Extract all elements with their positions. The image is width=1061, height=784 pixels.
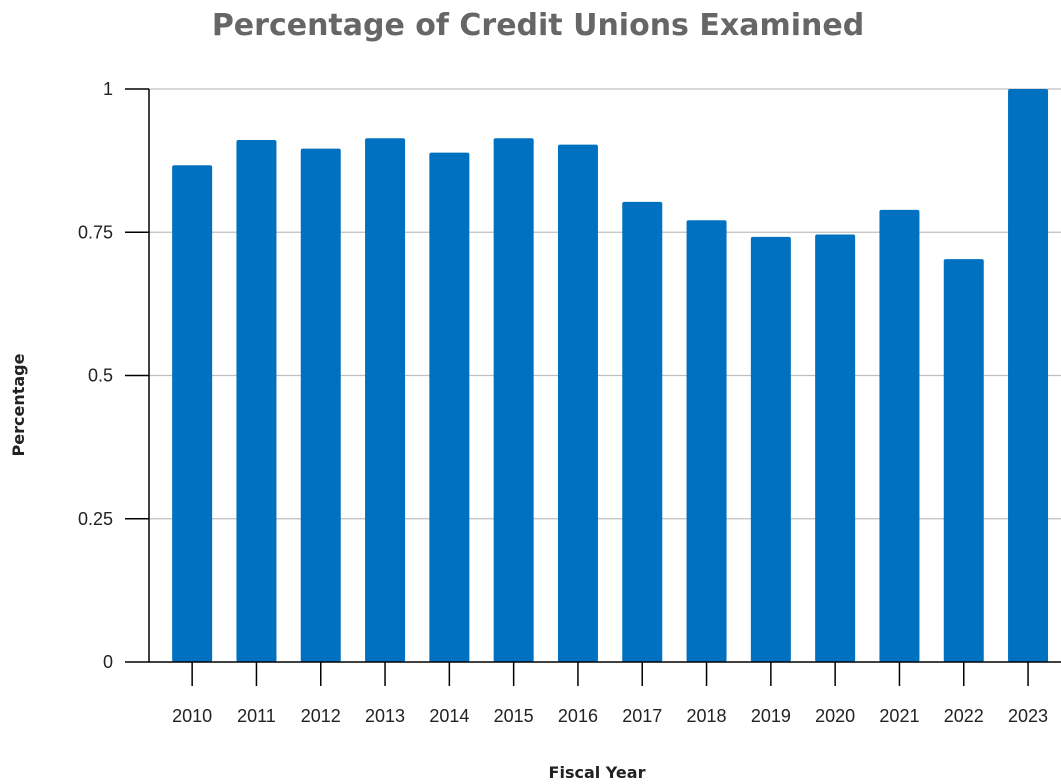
x-tick-label: 2016 (558, 706, 598, 726)
bars (172, 89, 1049, 663)
bar (429, 152, 470, 662)
x-tick-label: 2011 (237, 706, 276, 726)
axes (148, 89, 1061, 663)
y-tick-labels: 0 0.25 0.5 0.75 1 (78, 79, 113, 672)
x-tick-label: 2018 (687, 706, 727, 726)
x-tick-label: 2017 (622, 706, 662, 726)
x-tick-labels: 2010 2011 2012 2013 2014 2015 2016 2017 2018 2019… (172, 662, 1048, 726)
bar (1008, 89, 1049, 662)
x-tick-label: 2015 (494, 706, 534, 726)
x-tick-label: 2020 (815, 706, 855, 726)
bar (686, 220, 727, 663)
x-tick-label: 2021 (879, 706, 919, 726)
y-axis-title: Percentage (9, 353, 28, 456)
x-tick-label: 2023 (1008, 706, 1048, 726)
x-tick-label: 2010 (172, 706, 212, 726)
bar (493, 138, 534, 662)
bar (879, 209, 920, 662)
y-tick-label: 1 (103, 79, 113, 99)
bar (557, 144, 598, 662)
y-tick-label: 0 (103, 652, 113, 672)
x-tick-label: 2013 (365, 706, 405, 726)
bar (365, 138, 406, 662)
y-tick-label: 0.5 (88, 366, 113, 386)
bar (815, 234, 856, 663)
x-axis-title: Fiscal Year (549, 763, 646, 782)
x-tick-label: 2014 (429, 706, 469, 726)
y-tick-label: 0.25 (78, 509, 113, 529)
x-tick-label: 2012 (301, 706, 341, 726)
bar (300, 148, 341, 663)
x-tick-label: 2019 (751, 706, 791, 726)
bar (236, 139, 277, 662)
bar (943, 259, 984, 662)
x-tick-label: 2022 (944, 706, 984, 726)
bar (622, 201, 663, 663)
bar (172, 165, 213, 663)
y-tick-label: 0.75 (78, 222, 113, 242)
bar (750, 236, 791, 663)
chart-title: Percentage of Credit Unions Examined (211, 8, 865, 43)
